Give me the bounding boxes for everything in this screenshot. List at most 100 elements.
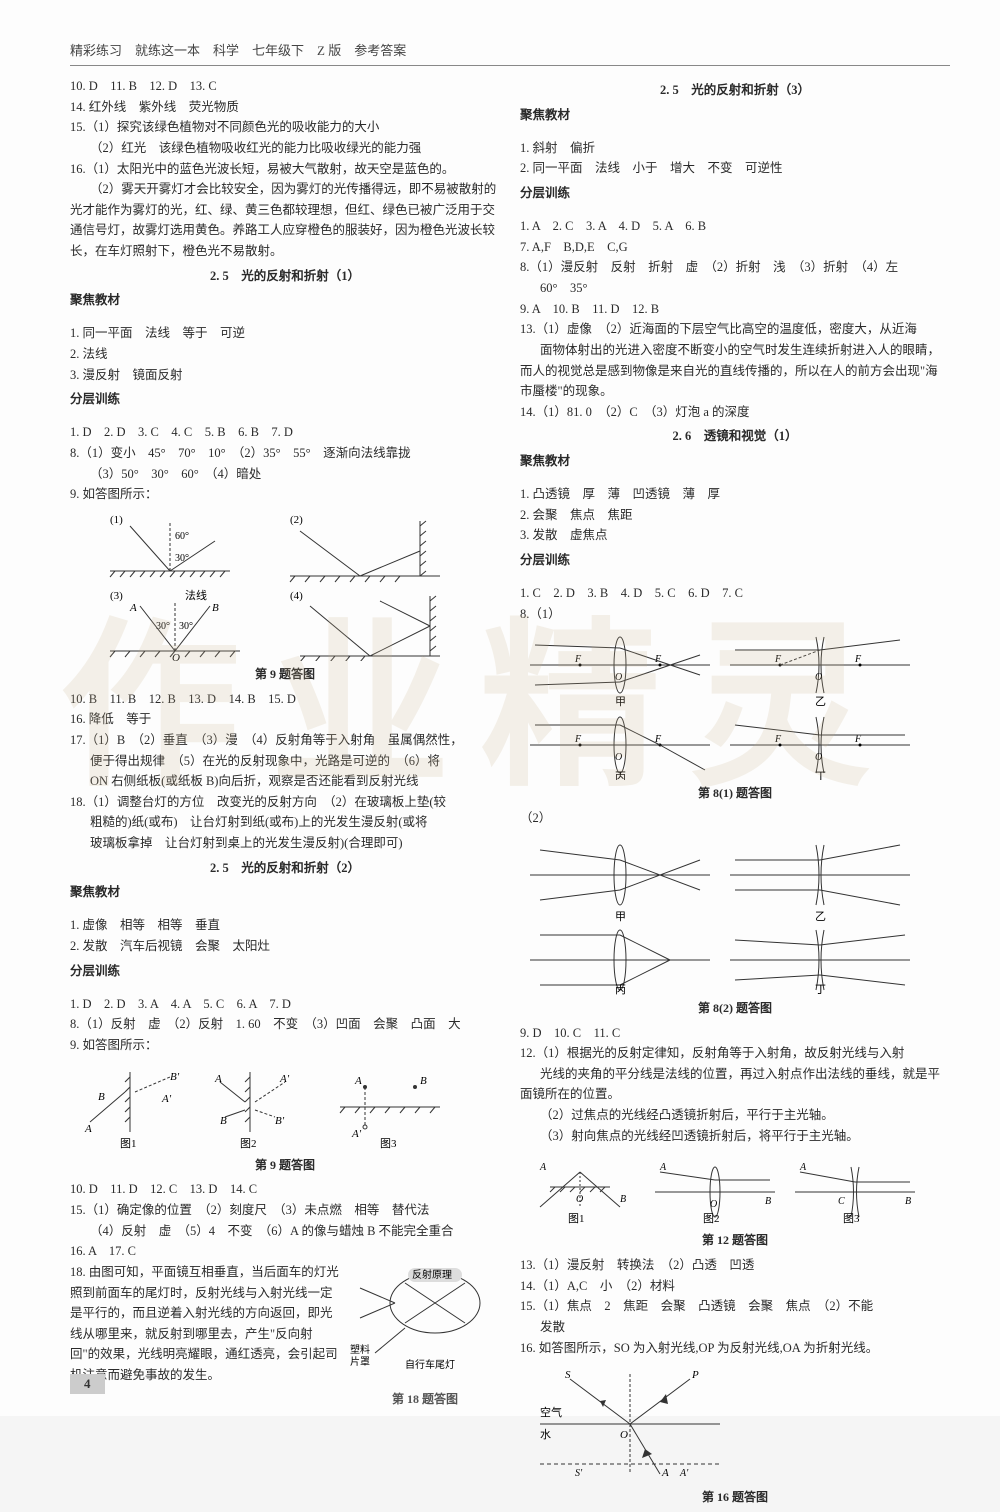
text-line: 1. D 2. D 3. A 4. A 5. C 6. A 7. D [70, 994, 500, 1015]
svg-text:乙: 乙 [815, 695, 826, 708]
svg-text:(2): (2) [290, 514, 303, 526]
text-line: 1. D 2. D 3. C 4. C 5. B 6. B 7. D [70, 422, 500, 443]
svg-text:O: O [710, 1199, 717, 1210]
svg-text:B: B [905, 1196, 911, 1207]
text-line: 15.（1）确定像的位置 （2）刻度尺 （3）未点燃 相等 替代法 [70, 1200, 500, 1221]
svg-text:(3): (3) [110, 590, 123, 602]
svg-text:空气: 空气 [540, 1405, 562, 1419]
right-column: 2. 5 光的反射和折射（3） 聚焦教材 1. 斜射 偏折 2. 同一平面 法线… [520, 76, 950, 1512]
svg-text:F: F [774, 734, 782, 745]
tier-heading: 分层训练 [70, 961, 500, 982]
page-header: 精彩练习 就练这一本 科学 七年级下 Z 版 参考答案 [70, 40, 950, 66]
svg-text:F: F [574, 654, 582, 665]
svg-text:60°: 60° [175, 531, 189, 542]
text-line: 14.（1）A,C 小 （2）材料 [520, 1276, 950, 1297]
diagram-caption: 第 12 题答图 [520, 1231, 950, 1251]
text-line: 16.（1）太阳光中的蓝色光波长短，易被大气散射，故天空是蓝色的。 [70, 159, 500, 180]
q8-1-diagram: F F O 甲 F F O 乙 [520, 630, 950, 780]
svg-text:B: B [220, 1115, 227, 1127]
text-line: 9. 如答图所示： [70, 1035, 500, 1056]
svg-text:A': A' [351, 1128, 362, 1140]
q18-diagram: 反射原理 塑料 片罩 自行车尾灯 第 18 题答图 [350, 1268, 500, 1414]
section-title: 2. 6 透镜和视觉（1） [520, 426, 950, 447]
svg-text:F: F [854, 654, 862, 665]
diagram-caption: 第 16 题答图 [520, 1488, 950, 1508]
text-line: 12.（1）根据光的反射定律知，反射角等于入射角，故反射光线与入射 [520, 1043, 950, 1064]
text-line: 17.（1）B （2）垂直 （3）漫 （4）反射角等于入射角 虽属偶然性， [70, 730, 500, 751]
svg-text:A: A [354, 1075, 362, 1087]
svg-text:B: B [620, 1194, 626, 1205]
svg-text:O: O [615, 752, 622, 763]
svg-text:O: O [576, 1194, 583, 1205]
svg-text:图2: 图2 [703, 1212, 720, 1225]
text-line: 13.（1）漫反射 转换法 （2）凸透 凹透 [520, 1255, 950, 1276]
text-line: 60° 35° [520, 278, 950, 299]
text-line: 玻璃板拿掉 让台灯射到桌上的光发生漫反射)(合理即可) [70, 833, 500, 854]
text-line: 2. 发散 汽车后视镜 会聚 太阳灶 [70, 936, 500, 957]
svg-text:图2: 图2 [240, 1137, 257, 1150]
text-line: 1. 虚像 相等 相等 垂直 [70, 915, 500, 936]
text-line: （2） [520, 808, 950, 829]
page-number: 4 [70, 1374, 105, 1394]
text-line: 粗糙的)纸(或布) 让台灯射到纸(或布)上的光发生漫反射(或将 [70, 812, 500, 833]
text-line: 光线的夹角的平分线是法线的位置，再过入射点作出法线的垂线，就是平面镜所在的位置。 [520, 1064, 950, 1105]
tier-heading: 分层训练 [520, 550, 950, 571]
svg-text:A: A [799, 1162, 807, 1173]
section-title: 2. 5 光的反射和折射（1） [70, 266, 500, 287]
text-line: 8.（1） [520, 604, 950, 625]
text-line: （3）射向焦点的光线经凹透镜折射后，将平行于主光轴。 [520, 1126, 950, 1147]
svg-text:O: O [172, 652, 180, 661]
q8-2-diagram: 甲 乙 丙 丙 [520, 835, 950, 995]
svg-text:A: A [661, 1467, 669, 1479]
text-line: （2）雾天开雾灯才会比较安全，因为雾灯的光传播得远，即不易被散射的光才能作为雾灯… [70, 179, 500, 262]
text-line: 15.（1）探究该绿色植物对不同颜色光的吸收能力的大小 [70, 117, 500, 138]
text-line: 10. B 11. B 12. B 13. D 14. B 15. D [70, 689, 500, 710]
svg-text:A': A' [161, 1093, 172, 1105]
svg-text:自行车尾灯: 自行车尾灯 [405, 1358, 455, 1371]
q12-diagram: A O B 图1 A O B 图2 [520, 1152, 950, 1227]
svg-text:B: B [98, 1091, 105, 1103]
svg-text:F: F [854, 734, 862, 745]
text-line: 7. A,F B,D,E C,G [520, 237, 950, 258]
text-line: 1. C 2. D 3. B 4. D 5. C 6. D 7. C [520, 583, 950, 604]
svg-text:A: A [214, 1073, 222, 1085]
section-title: 2. 5 光的反射和折射（3） [520, 80, 950, 101]
text-line: 18. 由图可知，平面镜互相垂直，当后面车的灯光照到前面车的尾灯时，反射光线与入… [70, 1262, 342, 1418]
svg-text:A': A' [679, 1468, 689, 1479]
text-line: 14. 红外线 紫外线 荧光物质 [70, 97, 500, 118]
svg-text:O: O [620, 1429, 628, 1441]
focus-heading: 聚焦教材 [520, 451, 950, 472]
svg-text:A: A [84, 1123, 92, 1135]
svg-text:A: A [539, 1162, 547, 1173]
text-line: 1. 凸透镜 厚 薄 凹透镜 薄 厚 [520, 484, 950, 505]
text-line: 1. A 2. C 3. A 4. D 5. A 6. B [520, 216, 950, 237]
text-line: （2）红光 该绿色植物吸收红光的能力比吸收绿光的能力强 [70, 138, 500, 159]
section-title: 2. 5 光的反射和折射（2） [70, 858, 500, 879]
svg-text:图1: 图1 [120, 1137, 137, 1150]
text-line: 13.（1）虚像 （2）近海面的下层空气比高空的温度低，密度大，从近海 [520, 319, 950, 340]
svg-text:法线: 法线 [185, 588, 207, 602]
svg-text:B: B [420, 1075, 427, 1087]
text-line: 9. 如答图所示： [70, 484, 500, 505]
text-line: （2）过焦点的光线经凸透镜折射后，平行于主光轴。 [520, 1105, 950, 1126]
svg-text:A: A [659, 1162, 667, 1173]
main-columns: 10. D 11. B 12. D 13. C 14. 红外线 紫外线 荧光物质… [70, 76, 950, 1512]
text-line: 9. D 10. C 11. C [520, 1023, 950, 1044]
text-line: 8.（1）漫反射 反射 折射 虚 （2）折射 浅 （3）折射 （4）左 [520, 257, 950, 278]
text-line: 3. 漫反射 镜面反射 [70, 365, 500, 386]
svg-text:B: B [765, 1196, 771, 1207]
svg-text:(4): (4) [290, 590, 303, 602]
diagram-caption: 第 9 题答图 [70, 1156, 500, 1176]
text-line: 2. 法线 [70, 344, 500, 365]
svg-text:B: B [212, 602, 219, 614]
svg-text:甲: 甲 [615, 696, 626, 708]
text-line: 2. 会聚 焦点 焦距 [520, 505, 950, 526]
diagram-caption: 第 8(1) 题答图 [520, 784, 950, 804]
svg-text:O: O [815, 752, 822, 763]
svg-text:水: 水 [540, 1428, 551, 1441]
svg-text:F: F [654, 734, 662, 745]
svg-text:甲: 甲 [615, 911, 626, 923]
diagram-caption: 第 18 题答图 [350, 1390, 500, 1410]
q9b-diagram: A B B' A' 图1 A A' B B' 图2 [70, 1062, 500, 1152]
svg-text:B': B' [170, 1071, 180, 1083]
